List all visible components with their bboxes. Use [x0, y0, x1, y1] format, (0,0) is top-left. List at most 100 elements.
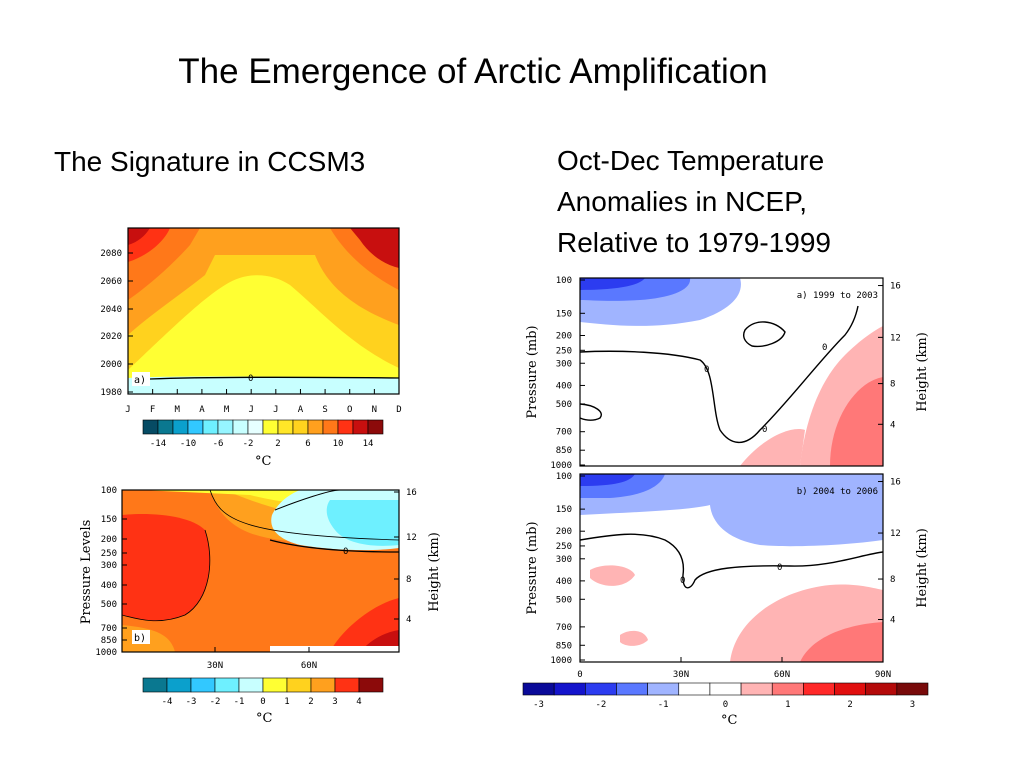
colorbar-tick-label: 2 — [308, 697, 313, 707]
y-axis-label: Pressure (mb) — [525, 325, 540, 418]
x-tick-label: D — [396, 405, 401, 415]
y2-tick-label: 4 — [890, 420, 895, 430]
right-heading-line: Oct-Dec Temperature — [557, 145, 825, 176]
y-tick-label: 400 — [556, 577, 572, 587]
field — [580, 278, 645, 290]
y-tick-label: 700 — [556, 428, 572, 438]
x-tick-label: 90N — [875, 670, 891, 680]
y2-axis-label: Height (km) — [915, 528, 930, 608]
x-tick-label: A — [298, 405, 304, 415]
field — [122, 513, 210, 621]
x-tick-label: O — [347, 405, 352, 415]
x-tick-label: M — [175, 405, 181, 415]
right-heading: Oct-Dec Temperature Anomalies in NCEP, R… — [557, 140, 831, 263]
colorbar-unit: °C — [256, 711, 273, 726]
y-tick-label: 150 — [556, 505, 572, 515]
y-ticks: 100 150 200 250 300 400 500 700 850 1000 — [550, 472, 585, 666]
colorbar-tick-label: -6 — [213, 439, 224, 449]
colorbar-swatch — [238, 677, 264, 693]
x-ticks: 30N 60N — [207, 647, 317, 671]
panel-label: b) 2004 to 2006 — [797, 487, 878, 497]
colorbar-swatch — [190, 677, 216, 693]
contour-label: 0 — [680, 576, 685, 586]
colorbar-swatch — [585, 682, 617, 696]
missing-data — [270, 646, 399, 652]
zero-contour — [149, 376, 399, 380]
y-tick-label: 700 — [556, 623, 572, 633]
x-tick-label: J — [273, 405, 278, 415]
colorbar-tick-label: -4 — [162, 697, 173, 707]
colorbar-swatch — [292, 419, 309, 435]
contour-label: 0 — [762, 425, 767, 435]
colorbar-tick-label: -2 — [595, 700, 606, 710]
y-tick-label: 850 — [556, 446, 572, 456]
colorbar-tick-label: 2 — [847, 700, 852, 710]
zero-contour — [580, 533, 883, 589]
y-tick-label: 850 — [556, 641, 572, 651]
colorbar-swatch — [740, 682, 773, 696]
y-tick-label: 200 — [556, 527, 572, 537]
contour-label: 0 — [343, 547, 348, 557]
y-tick-label: 200 — [101, 535, 117, 545]
y-tick-label: 100 — [556, 276, 572, 286]
y-tick-label: 2060 — [100, 277, 122, 287]
colorbar-swatch — [166, 677, 192, 693]
colorbar-swatch — [172, 419, 189, 435]
colorbar-tick-label: -1 — [234, 697, 245, 707]
y2-tick-label: 4 — [890, 616, 895, 626]
y-axis-label: Pressure Levels — [79, 520, 94, 625]
y2-tick-label: 16 — [890, 478, 901, 488]
y-tick-label: 2000 — [100, 360, 122, 370]
y2-ticks: 4 8 12 16 — [878, 478, 901, 626]
contour-label: 0 — [777, 563, 782, 573]
left-heading: The Signature in CCSM3 — [54, 146, 366, 177]
y2-tick-label: 8 — [406, 575, 411, 585]
y-tick-label: 2040 — [100, 305, 122, 315]
field — [800, 622, 883, 662]
colorbar-swatch — [187, 419, 204, 435]
colorbar-swatch — [522, 682, 555, 696]
x-tick-label: S — [322, 405, 327, 415]
colorbar-swatch — [865, 682, 898, 696]
colorbar-tick-label: -14 — [150, 439, 166, 449]
x-tick-label: J — [248, 405, 253, 415]
zero-contour — [743, 321, 786, 348]
colorbar-swatch — [277, 419, 294, 435]
y-tick-label: 250 — [556, 542, 572, 552]
field — [350, 228, 399, 268]
y-tick-label: 100 — [101, 486, 117, 496]
y-tick-label: 200 — [556, 332, 572, 342]
colorbar-swatch — [262, 677, 288, 693]
x-tick-label: M — [224, 405, 230, 415]
panel-label-bg — [132, 372, 150, 386]
x-tick-label: 0 — [577, 670, 582, 680]
colorbar-tick-label: 0 — [260, 697, 265, 707]
colorbar — [142, 677, 384, 693]
y2-tick-label: 4 — [406, 615, 411, 625]
ccsm3-panel-b: b) 0 100 150 200 250 300 400 500 700 850 1000 4 8 1… — [79, 486, 442, 726]
y-tick-label: 2080 — [100, 249, 122, 259]
panel-label-bg — [132, 630, 150, 644]
field — [620, 630, 648, 646]
colorbar-tick-label: 4 — [356, 697, 361, 707]
contour-label: 0 — [822, 343, 827, 353]
plot-frame — [121, 489, 400, 653]
colorbar-tick-label: -2 — [210, 697, 221, 707]
colorbar-tick-label: 14 — [363, 439, 374, 449]
colorbar-swatch — [647, 682, 680, 696]
colorbar-swatch — [337, 419, 354, 435]
y-tick-label: 2020 — [100, 332, 122, 342]
plot-frame — [579, 473, 884, 663]
colorbar-swatch — [553, 682, 586, 696]
colorbar-swatch — [771, 682, 804, 696]
colorbar-swatch — [709, 682, 742, 696]
y-tick-label: 400 — [101, 581, 117, 591]
y-ticks: 1980 2000 2020 2040 2060 2080 — [100, 249, 133, 398]
colorbar-tick-label: 0 — [723, 700, 728, 710]
contour-label: 0 — [704, 365, 709, 375]
x-tick-label: 60N — [301, 661, 317, 671]
right-heading-line: Relative to 1979-1999 — [557, 227, 831, 258]
field — [830, 377, 883, 466]
y2-tick-label: 8 — [890, 575, 895, 585]
